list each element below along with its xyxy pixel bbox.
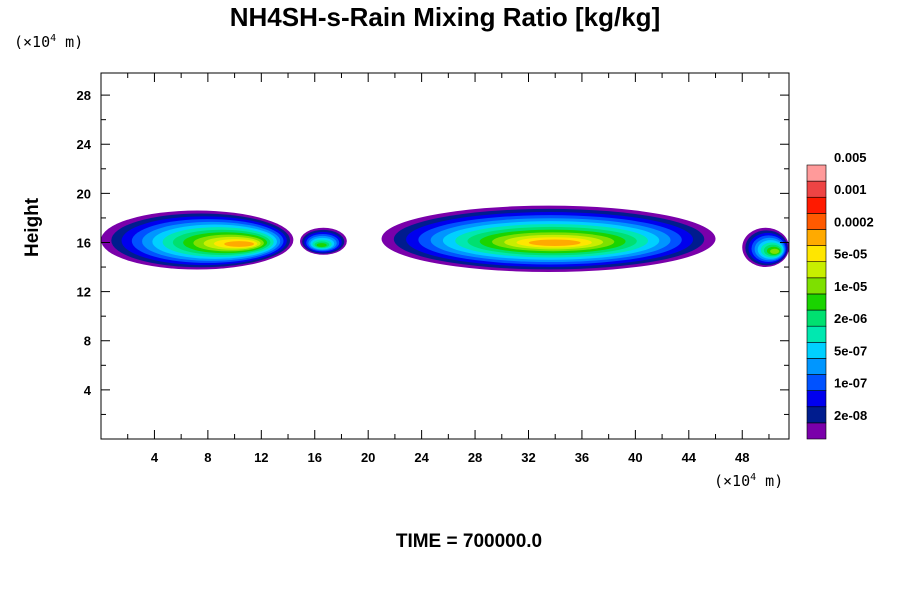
colorbar-label: 1e-07: [834, 376, 867, 391]
contour-band-1-level-8: [316, 243, 327, 248]
time-label: TIME = 700000.0: [395, 531, 543, 552]
colorbar-label: 1e-05: [834, 279, 867, 294]
plot-frame: [100, 72, 790, 440]
x-tick-label: 40: [628, 450, 642, 465]
colorbar-label: 0.001: [834, 182, 867, 197]
colorbar-swatch: [806, 229, 827, 246]
y-tick-label: 20: [77, 186, 91, 201]
y-tick-label: 16: [77, 235, 91, 250]
x-tick-label: 16: [308, 450, 322, 465]
colorbar-label: 5e-07: [834, 343, 867, 358]
x-tick-label: 44: [682, 450, 697, 465]
colorbar-label: 0.005: [834, 150, 867, 165]
colorbar-swatch: [806, 309, 827, 327]
x-tick-label: 36: [575, 450, 589, 465]
x-tick-label: 8: [204, 450, 211, 465]
colorbar-swatch: [806, 293, 827, 311]
x-tick-label: 28: [468, 450, 482, 465]
x-tick-label: 12: [254, 450, 268, 465]
colorbar-label: 5e-05: [834, 247, 867, 262]
x-tick-label: 32: [521, 450, 535, 465]
colorbar-swatch: [806, 406, 827, 424]
y-tick-label: 24: [77, 137, 92, 152]
colorbar-label: 0.0002: [834, 214, 874, 229]
colorbar-swatch: [806, 422, 827, 440]
x-tick-label: 20: [361, 450, 375, 465]
y-tick-label: 4: [84, 383, 92, 398]
y-tick-label: 8: [84, 334, 91, 349]
colorbar-swatch: [806, 245, 827, 263]
colorbar-label: 2e-08: [834, 408, 867, 423]
colorbar-swatch: [806, 277, 827, 295]
colorbar-swatch: [806, 390, 827, 408]
x-axis-unit: (×104 m): [714, 472, 784, 490]
colorbar-swatch: [806, 358, 827, 375]
y-tick-label: 28: [77, 88, 91, 103]
x-tick-label: 48: [735, 450, 749, 465]
colorbar-swatch: [806, 261, 827, 279]
colorbar-swatch: [806, 180, 827, 198]
colorbar-swatch: [806, 213, 827, 230]
contour-band-0-level-12: [224, 241, 255, 247]
chart-title: NH4SH-s-Rain Mixing Ratio [kg/kg]: [229, 2, 661, 32]
colorbar-swatch: [806, 374, 827, 391]
colorbar-swatch: [806, 196, 827, 214]
x-tick-label: 24: [414, 450, 429, 465]
y-axis-unit: (×104 m): [14, 33, 84, 51]
contour-group: [101, 205, 789, 272]
x-tick-label: 4: [151, 450, 159, 465]
colorbar-swatch: [806, 325, 827, 343]
contour-band-3-level-9: [770, 248, 780, 254]
colorbar-label: 2e-06: [834, 311, 867, 326]
colorbar-swatch: [806, 164, 827, 182]
contour-band-2-level-12: [528, 239, 581, 246]
y-tick-label: 12: [77, 285, 91, 300]
colorbar-swatch: [806, 341, 827, 359]
